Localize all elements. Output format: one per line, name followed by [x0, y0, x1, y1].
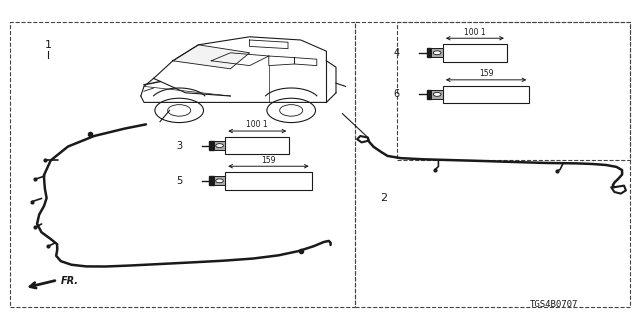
- Bar: [10, 22, 355, 307]
- Text: FR.: FR.: [61, 276, 79, 286]
- Bar: [427, 90, 431, 99]
- Bar: [214, 141, 225, 150]
- Bar: [397, 22, 630, 160]
- Text: 159: 159: [261, 156, 276, 164]
- Text: TGS4B0707: TGS4B0707: [529, 300, 578, 309]
- Bar: [431, 48, 443, 57]
- Bar: [225, 172, 312, 189]
- Polygon shape: [173, 45, 250, 69]
- Bar: [427, 48, 431, 57]
- Text: 100 1: 100 1: [464, 28, 486, 37]
- Bar: [355, 22, 630, 307]
- Text: 1: 1: [45, 40, 51, 50]
- Text: 4: 4: [394, 48, 400, 58]
- Bar: [443, 44, 507, 61]
- Text: 6: 6: [394, 89, 400, 100]
- Bar: [443, 86, 529, 103]
- Text: 159: 159: [479, 69, 493, 78]
- Circle shape: [433, 92, 441, 96]
- Circle shape: [216, 179, 223, 183]
- Bar: [431, 90, 443, 99]
- Circle shape: [433, 51, 441, 55]
- Text: 2: 2: [380, 193, 388, 204]
- Circle shape: [216, 144, 223, 148]
- Text: 3: 3: [176, 140, 182, 151]
- Text: 5: 5: [176, 176, 182, 186]
- Bar: [209, 176, 214, 185]
- Bar: [209, 141, 214, 150]
- Bar: [214, 176, 225, 185]
- Bar: [225, 137, 289, 155]
- Text: 100 1: 100 1: [246, 120, 268, 130]
